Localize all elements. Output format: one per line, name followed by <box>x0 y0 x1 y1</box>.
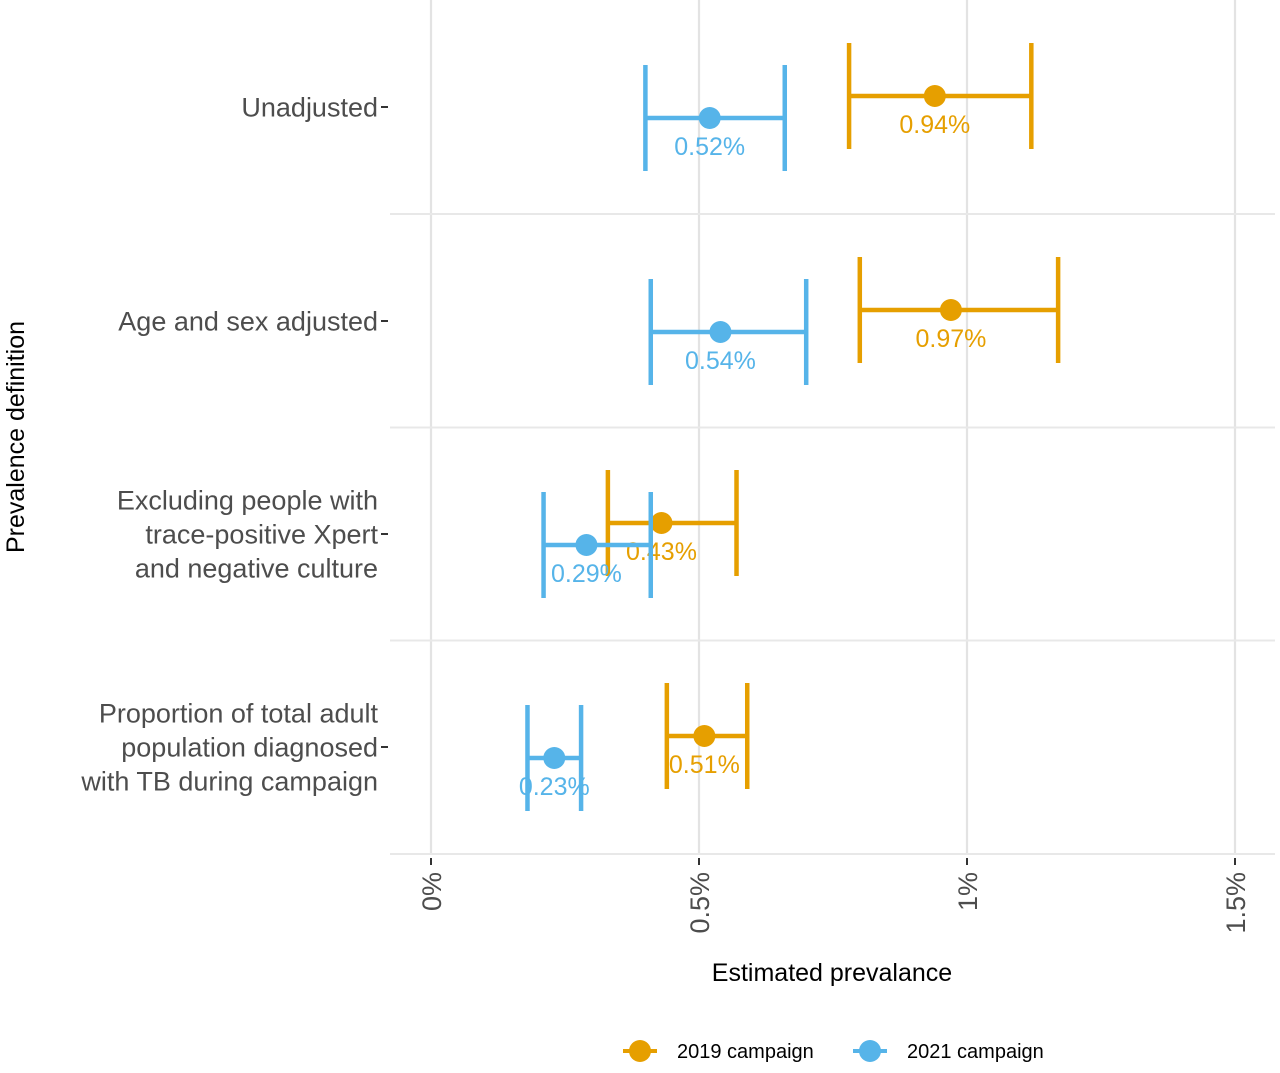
legend-label-1: 2021 campaign <box>907 1041 1044 1063</box>
x-tick-label-2: 1% <box>953 872 983 911</box>
y-tick-label-line: Excluding people with <box>117 485 378 515</box>
y-tick-label-3: Proportion of total adult population diag… <box>80 698 378 796</box>
point-estimate-1-3 <box>543 747 566 769</box>
x-axis-title: Estimated prevalance <box>712 959 952 987</box>
value-label-1-1: 0.54% <box>685 347 756 375</box>
legend-label-0: 2019 campaign <box>677 1041 814 1063</box>
y-tick-label-line: Proportion of total adult <box>99 698 379 728</box>
point-estimate-1-1 <box>709 321 732 343</box>
point-estimate-0-0 <box>923 85 946 107</box>
value-label-1-2: 0.29% <box>551 560 622 588</box>
grid-layer <box>390 0 1275 855</box>
value-label-0-2: 0.43% <box>626 538 697 566</box>
legend-item-1: 2021 campaign <box>853 1040 1044 1063</box>
legend-key-dot <box>629 1040 651 1062</box>
y-tick-label-2: Excluding people with trace-positive Xper… <box>117 485 379 583</box>
axis-layer: Unadjusted Age and sex adjusted Excluding … <box>80 92 1251 933</box>
value-label-1-3: 0.23% <box>519 773 590 801</box>
y-tick-label-line: Unadjusted <box>241 92 378 122</box>
y-axis-title: Prevalence definition <box>2 321 30 553</box>
y-tick-label-line: trace-positive Xpert <box>145 519 378 549</box>
x-tick-label-1: 0.5% <box>685 872 715 934</box>
point-estimate-1-2 <box>575 534 598 556</box>
y-tick-label-line: population diagnosed <box>121 732 378 762</box>
legend-key-dot <box>859 1040 881 1062</box>
x-tick-label-0: 0% <box>417 872 447 911</box>
x-tick-label-3: 1.5% <box>1221 872 1251 934</box>
y-tick-label-line: and negative culture <box>135 553 378 583</box>
value-label-0-0: 0.94% <box>899 111 970 139</box>
point-estimate-0-3 <box>693 725 716 747</box>
y-tick-label-1: Age and sex adjusted <box>118 306 378 336</box>
value-label-1-0: 0.52% <box>674 133 745 161</box>
point-estimate-1-0 <box>698 107 721 129</box>
marks-layer: 0.94% 0.97% 0.43% 0.51% 0.52% 0.54% 0.29% 0.23% <box>519 43 1061 811</box>
y-tick-label-0: Unadjusted <box>241 92 378 122</box>
legend: 2019 campaign 2021 campaign <box>623 1040 1044 1063</box>
y-tick-label-line: Age and sex adjusted <box>118 306 378 336</box>
value-label-0-1: 0.97% <box>915 325 986 353</box>
value-label-0-3: 0.51% <box>669 751 740 779</box>
point-estimate-0-2 <box>650 512 673 534</box>
legend-item-0: 2019 campaign <box>623 1040 814 1063</box>
point-estimate-0-1 <box>939 299 962 321</box>
y-tick-label-line: with TB during campaign <box>80 766 378 796</box>
